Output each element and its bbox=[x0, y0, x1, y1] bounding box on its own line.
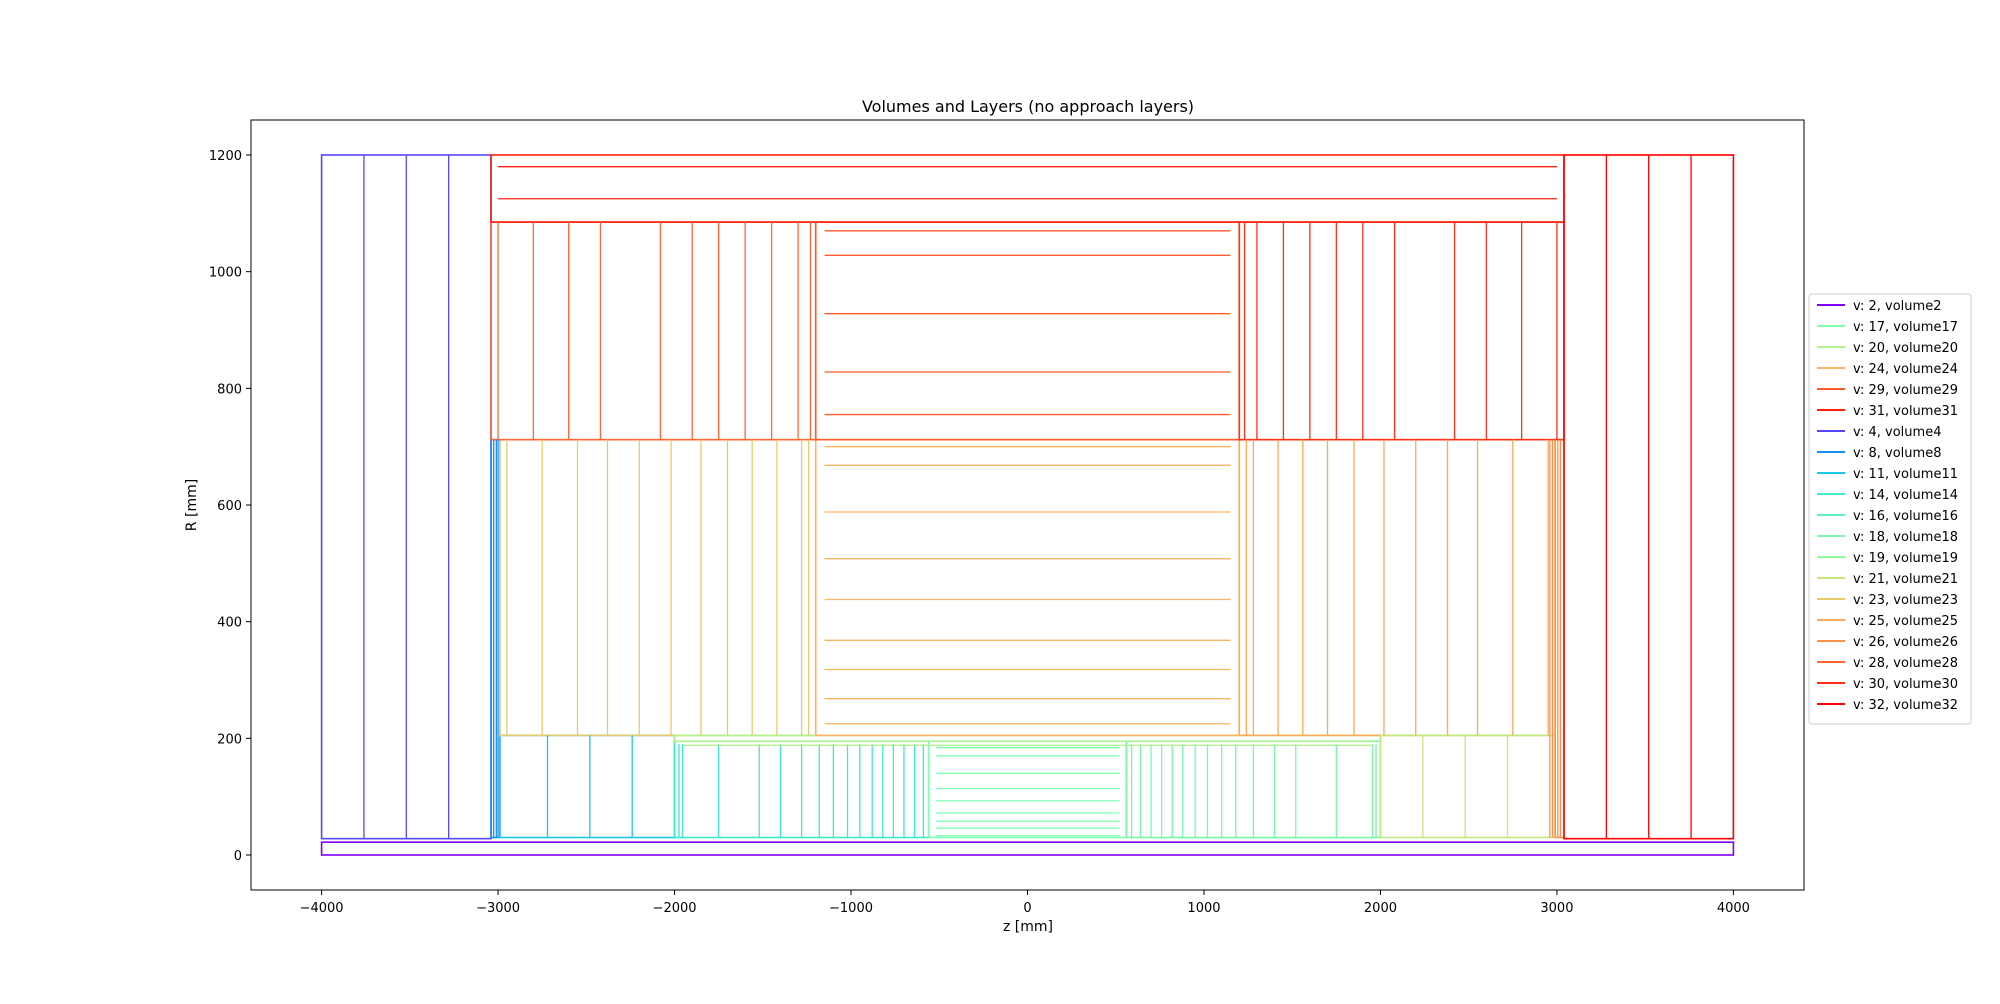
legend-label: v: 16, volume16 bbox=[1853, 509, 1958, 524]
volume-28-outline bbox=[490, 221, 817, 441]
axes-frame bbox=[250, 119, 1805, 891]
x-tick-label: 3000 bbox=[1540, 901, 1573, 916]
x-tick-label: 0 bbox=[1023, 901, 1031, 916]
volume-26-outline bbox=[1554, 438, 1565, 839]
volume-21-outline bbox=[1379, 734, 1556, 839]
legend: v: 2, volume2 v: 17, volume17 v: 20, volum… bbox=[1808, 293, 1972, 725]
legend-box bbox=[1808, 293, 1972, 725]
y-tick-label: 200 bbox=[217, 732, 242, 747]
x-tick-label: −3000 bbox=[476, 901, 520, 916]
legend-label: v: 24, volume24 bbox=[1853, 362, 1958, 377]
volume-2-outline bbox=[320, 841, 1735, 856]
legend-label: v: 26, volume26 bbox=[1853, 635, 1958, 650]
legend-label: v: 23, volume23 bbox=[1853, 593, 1958, 608]
plot-area bbox=[320, 154, 1735, 856]
y-tick-label: 400 bbox=[217, 616, 242, 631]
y-tick-label: 1000 bbox=[209, 266, 242, 281]
volume-25-outline bbox=[1238, 438, 1556, 737]
legend-label: v: 28, volume28 bbox=[1853, 656, 1958, 671]
legend-label: v: 31, volume31 bbox=[1853, 404, 1958, 419]
legend-label: v: 20, volume20 bbox=[1853, 341, 1958, 356]
y-tick-label: 1200 bbox=[209, 149, 242, 164]
legend-label: v: 19, volume19 bbox=[1853, 551, 1958, 566]
legend-label: v: 8, volume8 bbox=[1853, 446, 1941, 461]
volume-24-outline bbox=[814, 438, 1241, 737]
legend-label: v: 18, volume18 bbox=[1853, 530, 1958, 545]
legend-label: v: 17, volume17 bbox=[1853, 320, 1958, 335]
x-tick-label: 1000 bbox=[1187, 901, 1220, 916]
legend-label: v: 11, volume11 bbox=[1853, 467, 1958, 482]
legend-label: v: 14, volume14 bbox=[1853, 488, 1958, 503]
x-tick-label: 4000 bbox=[1717, 901, 1750, 916]
volume-23-outline bbox=[499, 438, 817, 737]
y-tick-label: 600 bbox=[217, 499, 242, 514]
volume-31-outline bbox=[490, 154, 1565, 223]
legend-label: v: 25, volume25 bbox=[1853, 614, 1958, 629]
legend-label: v: 30, volume30 bbox=[1853, 677, 1958, 692]
x-tick-label: −4000 bbox=[300, 901, 344, 916]
x-tick-label: 2000 bbox=[1364, 901, 1397, 916]
y-tick-label: 800 bbox=[217, 382, 242, 397]
volume-20-outline bbox=[673, 734, 1382, 743]
volume-30-outline bbox=[1238, 221, 1565, 441]
volume-11-outline bbox=[499, 734, 676, 839]
chart-title: Volumes and Layers (no approach layers) bbox=[862, 97, 1194, 116]
y-axis-label: R [mm] bbox=[184, 479, 200, 531]
legend-label: v: 21, volume21 bbox=[1853, 572, 1958, 587]
x-axis: −4000 −3000 −2000 −1000 0 1000 2000 3000 4000 bbox=[300, 890, 1750, 916]
legend-label: v: 32, volume32 bbox=[1853, 698, 1958, 713]
legend-label: v: 4, volume4 bbox=[1853, 425, 1941, 440]
x-tick-label: −2000 bbox=[653, 901, 697, 916]
x-axis-label: z [mm] bbox=[1003, 919, 1053, 935]
legend-label: v: 2, volume2 bbox=[1853, 299, 1941, 314]
y-tick-label: 0 bbox=[234, 849, 242, 864]
legend-label: v: 29, volume29 bbox=[1853, 383, 1958, 398]
y-axis: 0 200 400 600 800 1000 1200 bbox=[209, 149, 251, 864]
x-tick-label: −1000 bbox=[829, 901, 873, 916]
